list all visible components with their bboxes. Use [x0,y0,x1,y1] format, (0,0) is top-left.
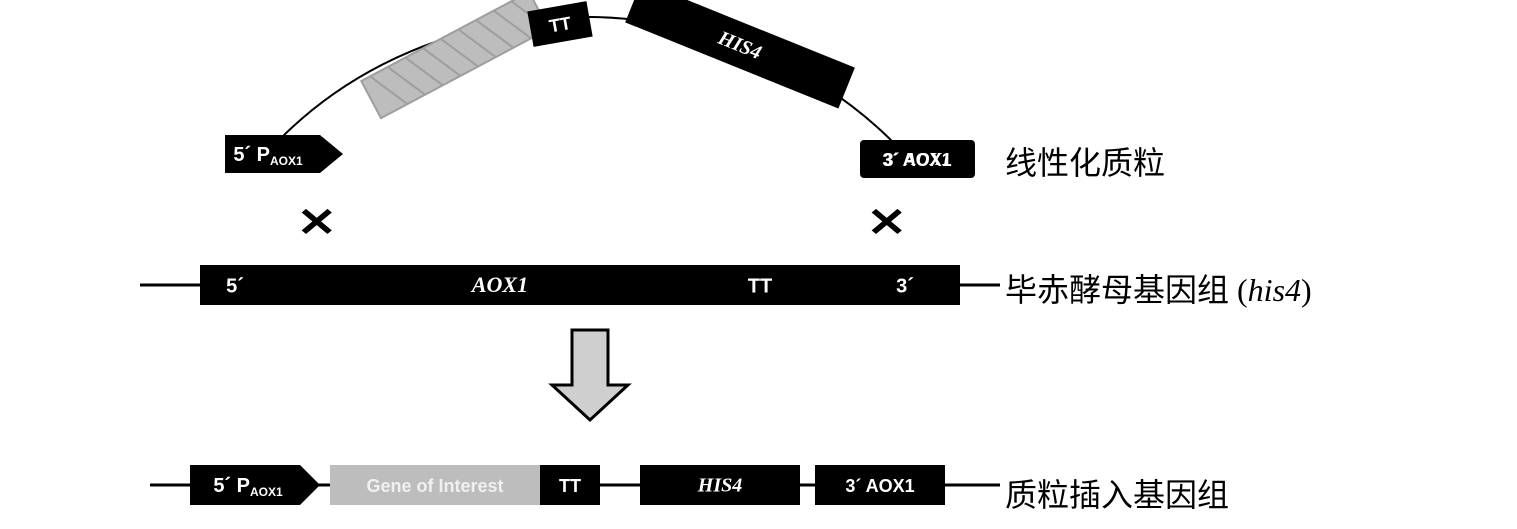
cross-left-icon: ✕ [297,200,337,246]
genome-3p-label: 3´ [896,275,914,297]
tt-block-result: TT [540,465,600,505]
his4-block-top: HIS4 [625,0,855,108]
label-genome-his4: his4 [1248,272,1301,308]
genome-tt-label: TT [748,275,772,297]
gene-of-interest-result: Gene of Interest [330,465,540,505]
diagram-svg: 5´ PAOX1 TT HIS4 3´ AOX1 3´ A [0,0,1517,524]
tt-label-result: TT [559,476,581,496]
genome-bar [200,265,960,305]
his4-label-result: HIS4 [697,475,742,497]
cross-right-icon: ✕ [867,200,907,246]
label-inserted: 质粒插入基因组 [1005,470,1229,516]
his4-block-result: HIS4 [640,465,800,505]
genome-aox1-label: AOX1 [470,272,528,297]
promoter-5p-aox1-result: 5´ PAOX1 [190,465,320,505]
label-linearized-plasmid: 线性化质粒 [1005,138,1165,184]
gene-of-interest-label: Gene of Interest [366,476,503,496]
diagram-stage: 5´ PAOX1 TT HIS4 3´ AOX1 3´ A [0,0,1517,524]
aox1-3p-label-top: 3´ AOX1 [882,150,951,170]
aox1-3p-label-result: 3´ AOX1 [845,476,914,496]
down-arrow-icon [552,330,628,420]
label-genome-close: ) [1301,272,1312,308]
gene-of-interest-top [361,0,548,118]
tt-label-top: TT [548,13,573,37]
aox1-3p-top: 3´ AOX1 3´ AOX1 [860,140,975,178]
genome-5p-label: 5´ [226,275,244,297]
promoter-5p-aox1-top: 5´ PAOX1 [225,135,343,173]
label-genome: 毕赤酵母基因组 (his4) [1005,265,1312,311]
label-genome-text: 毕赤酵母基因组 ( [1005,272,1248,308]
aox1-3p-result: 3´ AOX1 [815,465,945,505]
